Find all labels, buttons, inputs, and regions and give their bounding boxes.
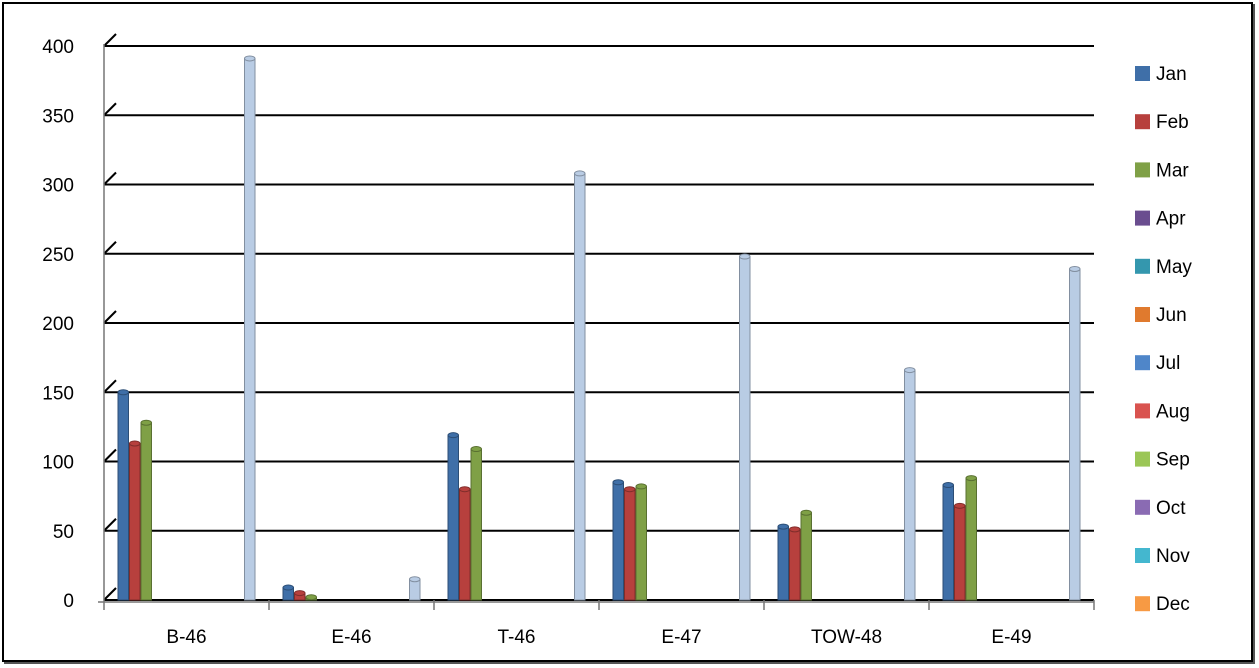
- y-tick-label: 400: [42, 37, 74, 58]
- bar-top: [635, 483, 647, 490]
- bar-top: [294, 590, 306, 597]
- bar-dec: [739, 256, 751, 601]
- legend-swatch-jul: [1135, 355, 1150, 371]
- bar-top: [942, 482, 954, 489]
- bar-mar: [470, 448, 482, 601]
- bar-dec: [904, 369, 916, 601]
- gridline-depth: [103, 587, 117, 601]
- legend-swatch-aug: [1135, 403, 1150, 419]
- legend-swatch-oct: [1135, 499, 1150, 515]
- bar-mar: [635, 485, 647, 601]
- x-tick-label: E-47: [661, 627, 701, 648]
- bar-top: [447, 432, 459, 439]
- gridline-depth: [103, 379, 117, 393]
- bar-top: [1069, 265, 1081, 272]
- legend-label-jun: Jun: [1156, 305, 1187, 326]
- bar-top: [904, 367, 916, 374]
- bar-mar: [965, 477, 977, 601]
- bar-mar: [140, 422, 152, 601]
- bar-dec: [574, 172, 586, 601]
- bar-top: [612, 479, 624, 486]
- y-tick-label: 300: [42, 176, 74, 197]
- legend-label-dec: Dec: [1156, 594, 1190, 615]
- bar-jan: [117, 391, 129, 601]
- legend-swatch-nov: [1135, 548, 1150, 563]
- bar-jan: [612, 481, 624, 601]
- bar-top: [470, 446, 482, 453]
- bar-top: [305, 594, 317, 601]
- legend-swatch-feb: [1135, 114, 1150, 130]
- y-tick-label: 0: [63, 591, 74, 612]
- legend-swatch-mar: [1135, 162, 1150, 178]
- y-tick-label: 150: [42, 383, 74, 404]
- legend-label-mar: Mar: [1156, 160, 1189, 181]
- legend-label-sep: Sep: [1156, 450, 1190, 471]
- y-tick-label: 200: [42, 314, 74, 335]
- gridline-depth: [103, 448, 117, 463]
- bar-top: [777, 523, 789, 530]
- x-tick-label: TOW-48: [811, 627, 882, 648]
- bar-feb: [789, 528, 801, 601]
- legend-label-oct: Oct: [1156, 498, 1186, 519]
- bar-top: [282, 584, 294, 591]
- gridline-depth: [103, 518, 117, 532]
- gridline-depth: [103, 33, 117, 47]
- legend-swatch-jun: [1135, 307, 1150, 322]
- bar-feb: [459, 488, 471, 601]
- bar-top: [954, 502, 966, 509]
- bar-mar: [800, 512, 812, 601]
- legend-label-feb: Feb: [1156, 112, 1189, 133]
- y-tick-label: 250: [42, 245, 74, 266]
- bar-feb: [129, 442, 141, 601]
- legend-label-aug: Aug: [1156, 401, 1190, 422]
- legend-label-apr: Apr: [1156, 209, 1186, 230]
- bar-jan: [447, 434, 459, 601]
- legend-label-jan: Jan: [1156, 64, 1187, 85]
- legend-swatch-dec: [1135, 596, 1150, 612]
- legend-swatch-may: [1135, 258, 1150, 274]
- y-tick-label: 350: [42, 106, 74, 127]
- x-tick-label: E-46: [331, 627, 371, 648]
- gridline-depth: [103, 171, 117, 186]
- bar-top: [574, 170, 586, 177]
- bar-top: [965, 475, 977, 482]
- legend-label-jul: Jul: [1156, 353, 1180, 374]
- gridline-depth: [103, 241, 117, 255]
- bar-top: [739, 253, 751, 260]
- legend-swatch-apr: [1135, 210, 1150, 226]
- bar-jan: [942, 484, 954, 601]
- bar-top: [409, 576, 421, 583]
- bar-top: [624, 486, 636, 493]
- x-tick-label: E-49: [991, 627, 1031, 648]
- legend-swatch-sep: [1135, 451, 1150, 467]
- legend-swatch-jan: [1135, 66, 1150, 81]
- legend-label-may: May: [1156, 257, 1192, 278]
- bar-dec: [409, 578, 421, 601]
- bar-dec: [1069, 268, 1081, 601]
- bar-top: [140, 419, 152, 426]
- y-tick-label: 100: [42, 453, 74, 474]
- y-tick-label: 50: [53, 522, 74, 543]
- bar-jan: [777, 526, 789, 601]
- legend-label-nov: Nov: [1156, 546, 1190, 567]
- x-tick-label: B-46: [166, 627, 206, 648]
- x-tick-label: T-46: [497, 627, 535, 648]
- gridline-depth: [103, 310, 117, 324]
- bar-dec: [244, 57, 256, 601]
- bar-top: [789, 526, 801, 533]
- bar-top: [117, 389, 129, 396]
- bar-top: [244, 55, 256, 62]
- bar-feb: [954, 505, 966, 601]
- gridline-depth: [103, 102, 117, 116]
- bar-feb: [624, 488, 636, 601]
- bar-top: [459, 486, 471, 493]
- bar-top: [800, 509, 812, 516]
- bar-top: [129, 440, 141, 447]
